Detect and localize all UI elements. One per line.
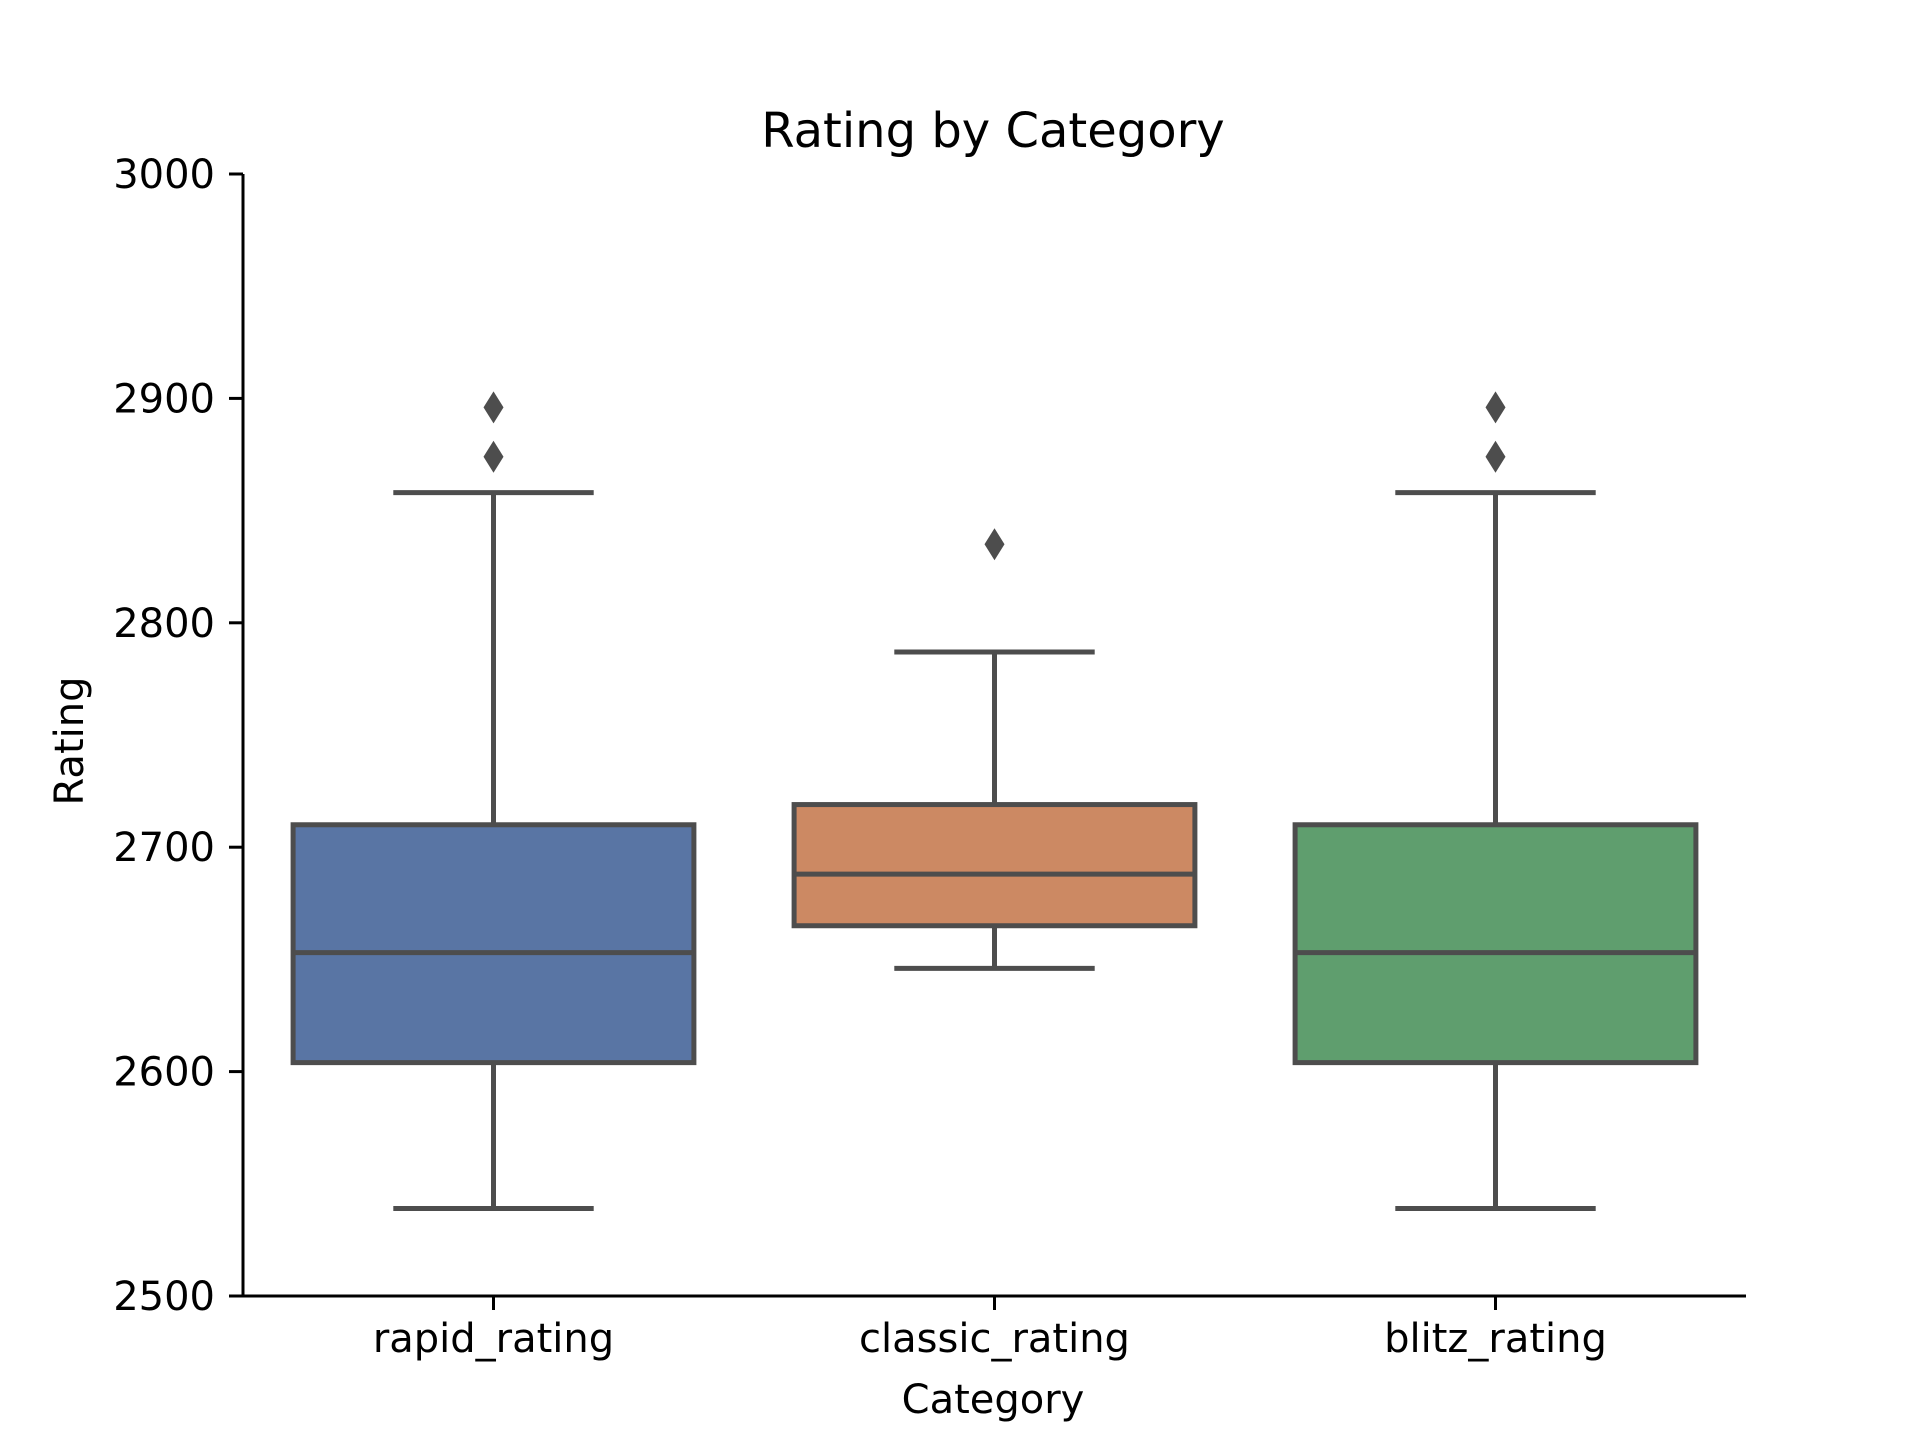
y-tick-label: 2500 <box>113 1274 215 1320</box>
x-tick-label: rapid_rating <box>373 1316 614 1362</box>
x-axis-label: Category <box>902 1377 1085 1423</box>
y-axis: 2500 2600 2700 2800 2900 3000 <box>113 152 245 1320</box>
iqr-box <box>1292 822 1699 1066</box>
iqr-box <box>290 822 697 1066</box>
outlier-point <box>984 528 1005 561</box>
iqr-box <box>791 802 1198 929</box>
box-blitz_rating <box>1292 391 1699 1211</box>
y-tick-label: 2800 <box>113 601 215 647</box>
y-tick-label: 2900 <box>113 376 215 422</box>
y-axis-label: Rating <box>47 677 93 806</box>
x-tick-label: blitz_rating <box>1384 1316 1607 1362</box>
outlier-point <box>483 391 504 424</box>
y-tick-label: 2600 <box>113 1050 215 1096</box>
outlier-point <box>483 440 504 473</box>
y-tick-label: 3000 <box>113 152 215 198</box>
x-axis: rapid_rating classic_rating blitz_rating <box>243 1294 1746 1362</box>
box-series <box>290 391 1699 1211</box>
box-classic_rating <box>791 528 1198 971</box>
y-tick-label: 2700 <box>113 825 215 871</box>
x-tick-label: classic_rating <box>859 1316 1130 1362</box>
box-rapid_rating <box>290 391 697 1211</box>
outlier-point <box>1485 391 1506 424</box>
outlier-point <box>1485 440 1506 473</box>
chart-title: Rating by Category <box>761 103 1224 159</box>
